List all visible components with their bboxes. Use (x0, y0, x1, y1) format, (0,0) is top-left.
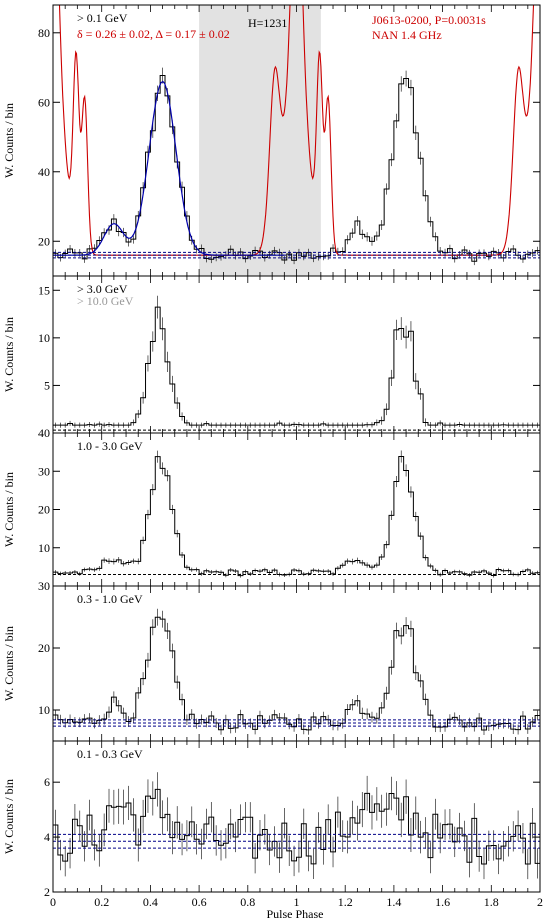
y-tick-label: 40 (38, 426, 50, 440)
panel-5: 2 4 6 W. Counts / bin 0.1 - 0.3 GeV (2, 740, 541, 899)
y-axis-label: W. Counts / bin (2, 472, 16, 547)
x-tick-label: 1.6 (435, 895, 450, 909)
pulsar-label: J0613-0200, P=0.0031s (372, 13, 486, 27)
energy-range-label-secondary: > 10.0 GeV (77, 294, 134, 308)
x-axis-label: Pulse Phase (267, 907, 324, 921)
pulse-histogram (53, 306, 540, 426)
energy-range-label: > 0.1 GeV (77, 11, 128, 25)
energy-range-label: > 3.0 GeV (77, 282, 128, 296)
pulse-histogram (53, 788, 540, 865)
y-tick-label: 20 (38, 641, 50, 655)
panel-3: 10 20 30 40 W. Counts / bin 1.0 - 3.0 GeV (2, 426, 541, 587)
y-tick-label: 30 (38, 579, 50, 593)
panel-2: 5 10 15 W. Counts / bin > 3.0 GeV> 10.0 GeV (2, 275, 541, 434)
y-tick-label: 5 (44, 378, 50, 392)
x-tick-label: 1.4 (386, 895, 401, 909)
x-tick-label: 0.4 (143, 895, 158, 909)
y-tick-label: 2 (44, 885, 50, 899)
y-tick-label: 10 (38, 541, 50, 555)
panel-4: 10 20 30 W. Counts / bin 0.3 - 1.0 GeV (2, 579, 541, 742)
x-tick-label: 2 (537, 895, 543, 909)
y-tick-label: 10 (38, 703, 50, 717)
x-tick-label: 0.2 (94, 895, 109, 909)
y-tick-label: 20 (38, 503, 50, 517)
x-tick-label: 1.8 (484, 895, 499, 909)
y-axis-label: W. Counts / bin (2, 103, 16, 178)
radio-label: NAN 1.4 GHz (372, 28, 442, 42)
x-tick-label: 0 (50, 895, 56, 909)
y-tick-label: 20 (38, 234, 50, 248)
y-axis-label: W. Counts / bin (2, 317, 16, 392)
energy-range-label: 1.0 - 3.0 GeV (77, 439, 143, 453)
y-tick-label: 80 (38, 26, 50, 40)
y-axis-label: W. Counts / bin (2, 779, 16, 854)
pulse-histogram (53, 456, 540, 577)
y-tick-label: 60 (38, 95, 50, 109)
y-tick-label: 10 (38, 331, 50, 345)
y-tick-label: 15 (38, 283, 50, 297)
energy-range-label: 0.3 - 1.0 GeV (77, 592, 143, 606)
x-tick-label: 0.6 (192, 895, 207, 909)
y-tick-label: 6 (44, 775, 50, 789)
x-tick-label: 0.8 (240, 895, 255, 909)
fit-parameters-label: δ = 0.26 ± 0.02, Δ = 0.17 ± 0.02 (77, 27, 230, 41)
y-tick-label: 4 (44, 830, 50, 844)
energy-range-label: 0.1 - 0.3 GeV (77, 747, 143, 761)
off-pulse-shaded-region (199, 5, 321, 276)
pulse-histogram (53, 616, 540, 731)
x-tick-label: 1 (294, 895, 300, 909)
y-tick-label: 40 (38, 165, 50, 179)
y-tick-label: 30 (38, 464, 50, 478)
panel-1: 20 40 60 80 W. Counts / bin > 0.1 GeV δ = 0.26… (2, 4, 541, 277)
y-axis-label: W. Counts / bin (2, 626, 16, 701)
htest-label: H=1231 (248, 16, 287, 30)
x-tick-label: 1.2 (338, 895, 353, 909)
